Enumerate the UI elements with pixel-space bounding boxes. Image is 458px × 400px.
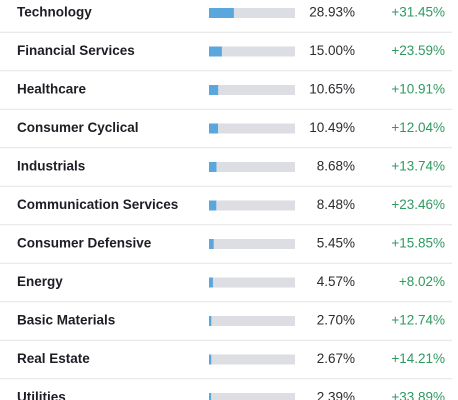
bar-track — [209, 277, 295, 288]
weight-bar — [209, 393, 212, 400]
return-label: +33.89% — [391, 390, 445, 400]
weight-label: 28.93% — [309, 5, 355, 20]
return-label: +23.59% — [391, 43, 445, 58]
weight-label: 2.67% — [317, 351, 355, 366]
return-label: +8.02% — [399, 274, 445, 289]
sector-name: Consumer Cyclical — [17, 120, 139, 135]
return-label: +23.46% — [391, 197, 445, 212]
sector-name: Consumer Defensive — [17, 236, 152, 251]
bar-track — [209, 354, 295, 365]
weight-bar — [209, 316, 212, 326]
bar-track — [209, 316, 295, 326]
weight-label: 2.39% — [317, 390, 355, 400]
sector-name: Industrials — [17, 159, 85, 174]
weight-bar — [209, 354, 212, 365]
bar-track — [209, 200, 295, 211]
sector-name: Technology — [17, 5, 92, 20]
weight-label: 8.48% — [317, 197, 355, 212]
weight-bar — [209, 46, 222, 57]
sector-name: Utilities — [17, 390, 66, 400]
sector-name: Financial Services — [17, 43, 135, 58]
sector-name: Energy — [17, 274, 63, 289]
bar-track — [209, 393, 295, 400]
weight-label: 10.49% — [309, 120, 355, 135]
weight-label: 5.45% — [317, 236, 355, 251]
sector-name: Healthcare — [17, 82, 87, 97]
weight-bar — [209, 8, 234, 18]
return-label: +15.85% — [391, 236, 445, 251]
weight-label: 8.68% — [317, 159, 355, 174]
sector-name: Real Estate — [17, 351, 90, 366]
weight-label: 2.70% — [317, 313, 355, 328]
weight-bar — [209, 85, 219, 95]
sector-name: Communication Services — [17, 197, 178, 212]
sector-name: Basic Materials — [17, 313, 115, 328]
return-label: +14.21% — [391, 351, 445, 366]
return-label: +10.91% — [391, 82, 445, 97]
return-label: +12.04% — [391, 120, 445, 135]
bar-track — [209, 85, 295, 95]
bar-track — [209, 46, 295, 57]
bar-track — [209, 8, 295, 18]
bar-track — [209, 239, 295, 249]
weight-label: 4.57% — [317, 274, 355, 289]
weight-bar — [209, 123, 219, 134]
return-label: +12.74% — [391, 313, 445, 328]
bar-track — [209, 162, 295, 172]
return-label: +31.45% — [391, 5, 445, 20]
weight-bar — [209, 239, 214, 249]
weight-label: 10.65% — [309, 82, 355, 97]
bar-track — [209, 123, 295, 134]
weight-bar — [209, 200, 217, 211]
weight-bar — [209, 277, 213, 288]
weight-bar — [209, 162, 217, 172]
weight-label: 15.00% — [309, 43, 355, 58]
return-label: +13.74% — [391, 159, 445, 174]
